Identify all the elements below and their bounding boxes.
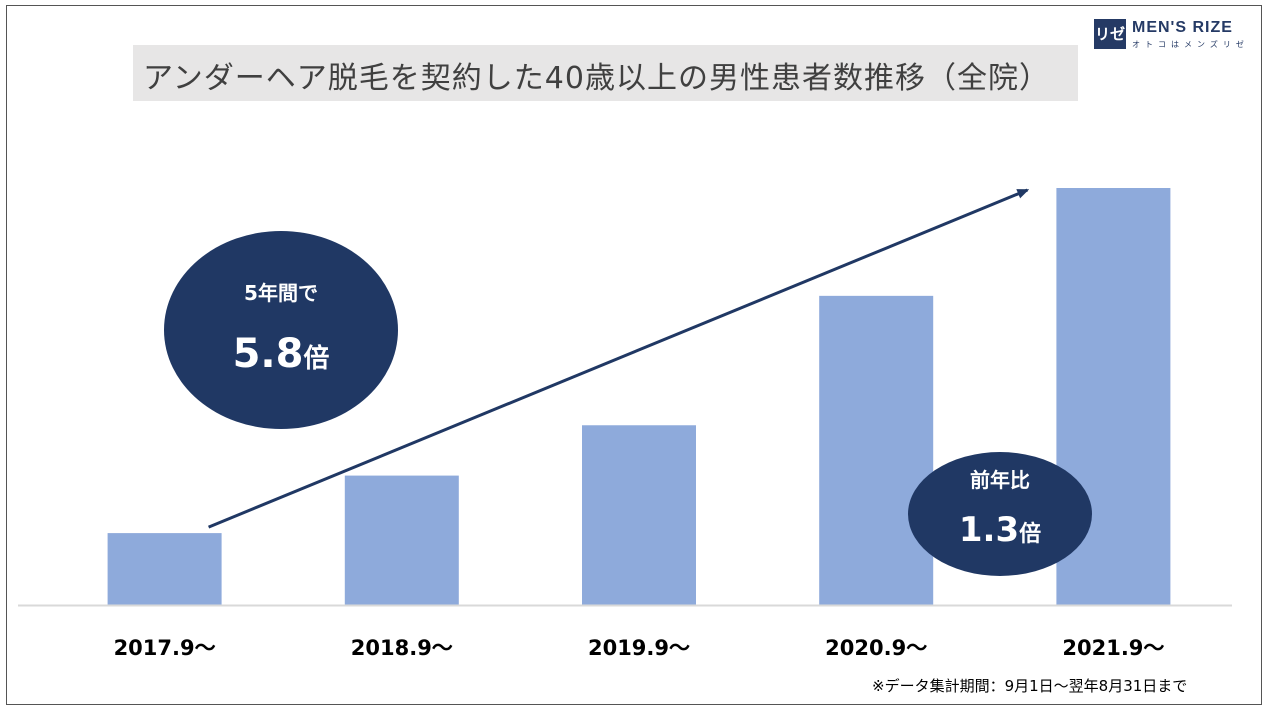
yoy-growth-label: 前年比 bbox=[970, 468, 1030, 492]
data-period-footnote: ※データ集計期間：9月1日～翌年8月31日まで bbox=[872, 677, 1188, 695]
bar-3 bbox=[819, 295, 934, 605]
yoy-growth-bubble: 前年比 1.3倍 bbox=[908, 452, 1092, 576]
logo-name: MEN'S RIZE bbox=[1132, 19, 1233, 36]
bar-2 bbox=[582, 425, 696, 605]
x-tick-label-3: 2020.9～ bbox=[825, 636, 927, 660]
yoy-growth-value: 1.3 bbox=[958, 510, 1020, 550]
logo-mark: リゼ bbox=[1094, 19, 1126, 49]
total-growth-suffix: 倍 bbox=[303, 344, 330, 374]
x-tick-label-4: 2021.9～ bbox=[1062, 636, 1164, 660]
logo-subtitle: オトコはメンズリゼ bbox=[1132, 40, 1249, 49]
trend-arrow bbox=[208, 188, 1030, 529]
yoy-growth-suffix: 倍 bbox=[1019, 522, 1042, 547]
x-tick-label-1: 2018.9～ bbox=[351, 636, 453, 660]
total-growth-label: 5年間で bbox=[244, 281, 318, 305]
total-growth-bubble: 5年間で 5.8倍 bbox=[164, 231, 398, 429]
total-growth-value: 5.8 bbox=[232, 331, 304, 377]
x-tick-label-0: 2017.9～ bbox=[114, 636, 216, 660]
x-tick-label-2: 2019.9～ bbox=[588, 636, 690, 660]
chart-title: アンダーヘア脱毛を契約した40歳以上の男性患者数推移（全院） bbox=[143, 61, 1050, 96]
bar-1 bbox=[344, 475, 459, 605]
title-box: アンダーヘア脱毛を契約した40歳以上の男性患者数推移（全院） bbox=[133, 45, 1078, 101]
total-growth-value-wrap: 5.8倍 bbox=[164, 331, 398, 377]
bar-0 bbox=[107, 533, 222, 605]
yoy-growth-value-wrap: 1.3倍 bbox=[908, 510, 1092, 550]
